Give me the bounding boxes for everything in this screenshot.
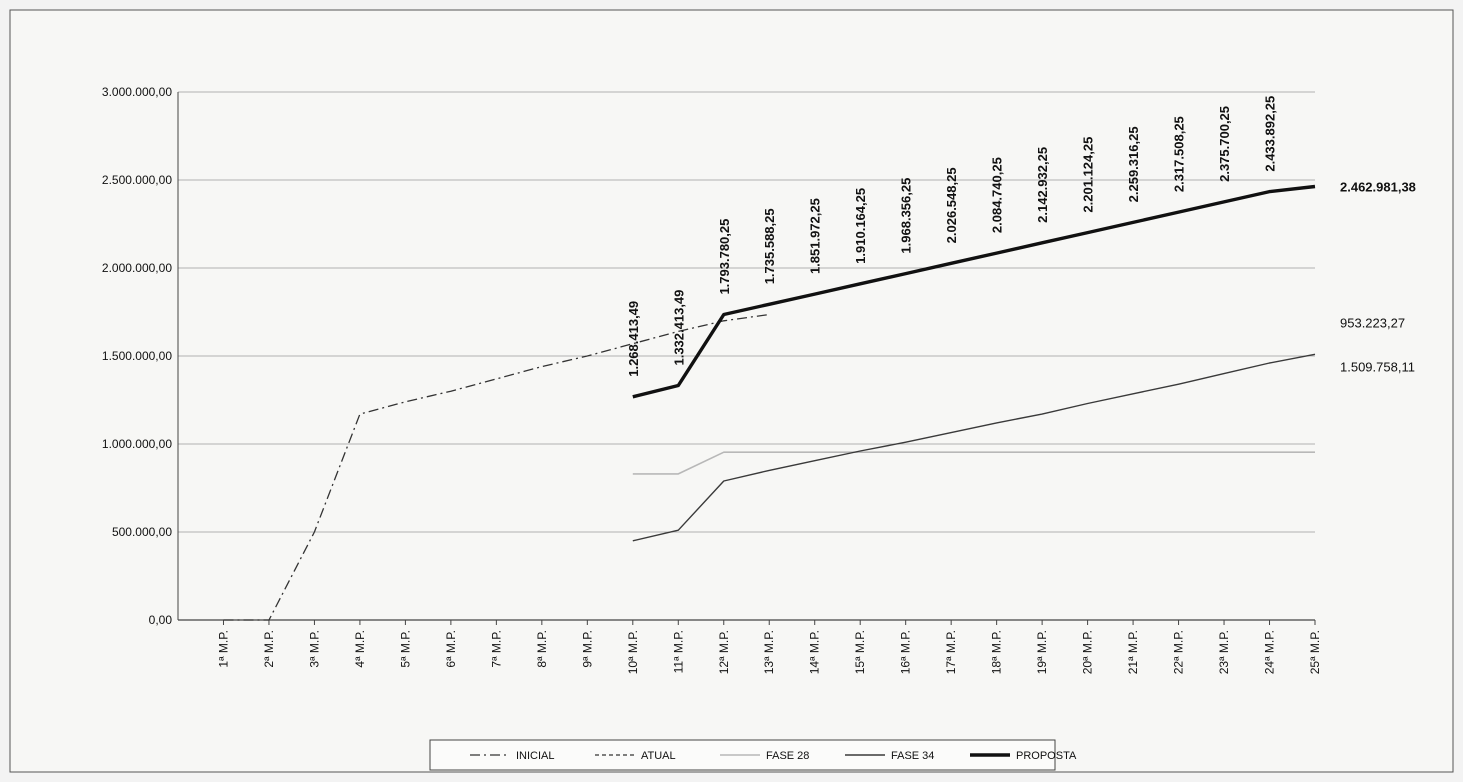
x-tick-label: 19ª M.P.: [1035, 630, 1049, 674]
x-tick-label: 10ª M.P.: [626, 630, 640, 674]
data-label: 1.910.164,25: [853, 188, 868, 264]
data-label: 1.268.413,49: [626, 301, 641, 377]
x-tick-label: 2ª M.P.: [262, 630, 276, 668]
x-tick-label: 13ª M.P.: [762, 630, 776, 674]
x-tick-label: 15ª M.P.: [853, 630, 867, 674]
data-label: 1.851.972,25: [808, 198, 823, 274]
data-label: 2.375.700,25: [1217, 106, 1232, 182]
end-value-label: 2.462.981,38: [1340, 180, 1416, 195]
legend-label: PROPOSTA: [1016, 750, 1077, 762]
x-tick-label: 23ª M.P.: [1217, 630, 1231, 674]
x-tick-label: 8ª M.P.: [535, 630, 549, 668]
x-tick-label: 16ª M.P.: [899, 630, 913, 674]
x-tick-label: 12ª M.P.: [717, 630, 731, 674]
y-tick-label: 2.500.000,00: [102, 173, 172, 187]
y-tick-label: 2.000.000,00: [102, 261, 172, 275]
data-label: 2.259.316,25: [1126, 126, 1141, 202]
legend-label: ATUAL: [641, 750, 676, 762]
y-tick-label: 0,00: [149, 613, 173, 627]
x-tick-label: 5ª M.P.: [398, 630, 412, 668]
end-labels: 2.462.981,38 953.223,27 1.509.758,11: [1340, 180, 1416, 375]
x-tick-label: 3ª M.P.: [307, 630, 321, 668]
x-tick-label: 4ª M.P.: [353, 630, 367, 668]
x-tick-label: 6ª M.P.: [444, 630, 458, 668]
y-tick-label: 1.000.000,00: [102, 437, 172, 451]
x-tick-label: 20ª M.P.: [1081, 630, 1095, 674]
x-axis-ticks: 1ª M.P. 2ª M.P. 3ª M.P. 4ª M.P. 5ª M.P. 6ª M.…: [216, 620, 1322, 674]
x-tick-label: 17ª M.P.: [944, 630, 958, 674]
data-label: 2.433.892,25: [1263, 96, 1278, 172]
data-label: 1.793.780,25: [717, 219, 732, 295]
x-tick-label: 22ª M.P.: [1172, 630, 1186, 674]
y-tick-label: 1.500.000,00: [102, 349, 172, 363]
data-label: 1.968.356,25: [899, 178, 914, 254]
x-tick-label: 24ª M.P.: [1263, 630, 1277, 674]
data-label: 1.735.588,25: [762, 208, 777, 284]
x-tick-label: 18ª M.P.: [990, 630, 1004, 674]
legend: INICIAL ATUAL FASE 28 FASE 34 PROPOSTA: [429, 739, 1077, 771]
y-axis-ticks: 0,00 500.000,00 1.000.000,00 1.500.000,00 2.…: [102, 85, 172, 627]
data-label: 2.084.740,25: [990, 157, 1005, 233]
grid-lines: [177, 91, 1315, 621]
x-tick-label: 21ª M.P.: [1126, 630, 1140, 674]
y-tick-label: 500.000,00: [112, 525, 172, 539]
x-tick-label: 14ª M.P.: [808, 630, 822, 674]
legend-label: INICIAL: [516, 750, 555, 762]
series-line-inicial: [223, 313, 770, 621]
series-line-proposta: [632, 184, 1316, 399]
x-tick-label: 9ª M.P.: [580, 630, 594, 668]
data-label: 1.332.413,49: [671, 290, 686, 366]
x-tick-label: 25ª M.P.: [1308, 630, 1322, 674]
data-labels: 1.268.413,49 1.332.413,49 1.793.780,25 1.73…: [626, 96, 1278, 377]
data-label: 2.142.932,25: [1035, 147, 1050, 223]
series-line-fase-28: [632, 451, 1315, 475]
chart-border: [9, 9, 1454, 773]
data-label: 2.026.548,25: [944, 167, 959, 243]
legend-label: FASE 28: [766, 750, 809, 762]
x-tick-label: 7ª M.P.: [489, 630, 503, 668]
end-value-label: 953.223,27: [1340, 316, 1405, 331]
data-label: 2.201.124,25: [1081, 137, 1096, 213]
series-lines: [223, 184, 1316, 621]
series-line-fase-34: [632, 353, 1316, 542]
legend-label: FASE 34: [891, 750, 934, 762]
x-tick-label: 11ª M.P.: [671, 630, 685, 673]
data-label: 2.317.508,25: [1172, 116, 1187, 192]
y-tick-label: 3.000.000,00: [102, 85, 172, 99]
x-tick-label: 1ª M.P.: [216, 630, 230, 668]
end-value-label: 1.509.758,11: [1340, 360, 1415, 375]
